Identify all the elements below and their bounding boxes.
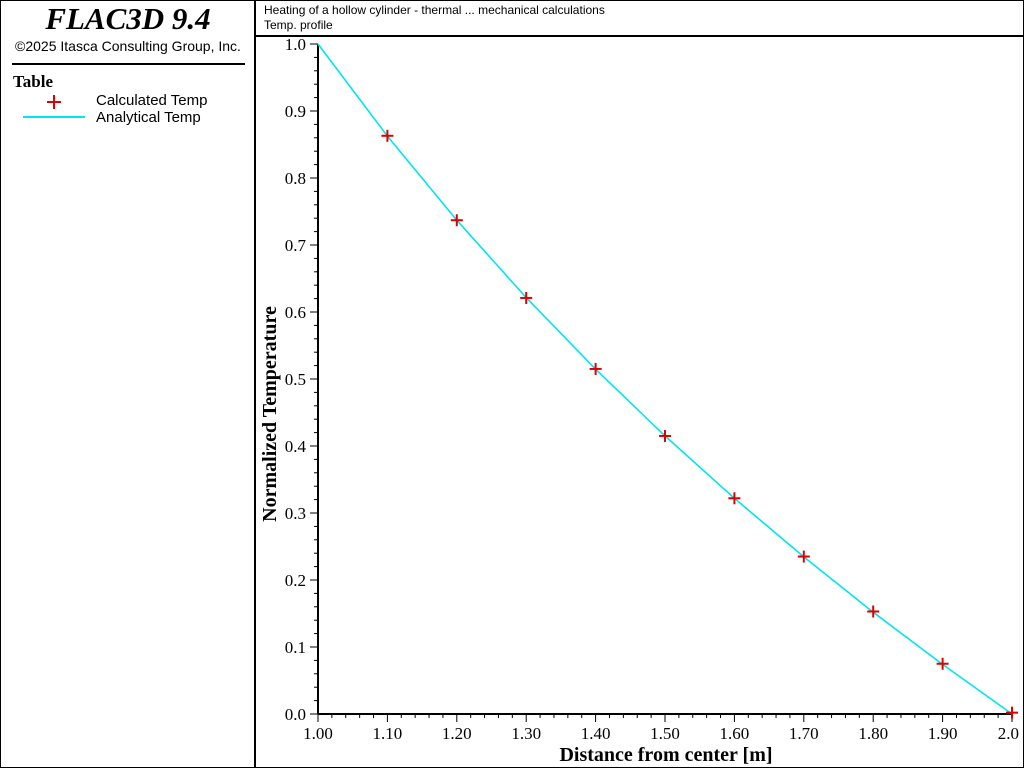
calculated-temp-point <box>589 362 602 375</box>
x-tick-label: 1.30 <box>511 724 541 743</box>
calculated-temp-point <box>867 605 880 618</box>
x-axis-label: Distance from center [m] <box>559 744 772 766</box>
y-tick-label: 0.4 <box>285 437 307 456</box>
legend-panel: FLAC3D 9.4 ©2025 Itasca Consulting Group… <box>0 0 256 768</box>
chart-area: 0.0 0.1 0.2 0.3 0.4 0.5 0.6 0.7 0.8 0.9 1.0 1.00 1.1… <box>259 37 1019 766</box>
line-icon <box>23 116 85 118</box>
plot-subtitle: Temp. profile <box>264 18 333 32</box>
y-tick-label: 0.7 <box>285 236 307 255</box>
x-tick-label: 1.00 <box>303 724 333 743</box>
y-tick-label: 0.0 <box>285 705 306 724</box>
x-tick-label: 1.10 <box>373 724 403 743</box>
x-tick-label: 2.0 <box>998 724 1019 743</box>
calculated-temp-point <box>659 429 671 442</box>
calculated-temp-point <box>520 291 533 304</box>
x-tick-label: 1.60 <box>720 724 750 743</box>
y-tick-label: 0.5 <box>285 370 306 389</box>
plot-title: Heating of a hollow cylinder - thermal .… <box>264 3 605 17</box>
plot-header: Heating of a hollow cylinder - thermal .… <box>256 0 1024 37</box>
x-tick-label: 1.40 <box>581 724 611 743</box>
y-tick-label: 0.8 <box>285 169 306 188</box>
plus-icon <box>47 95 61 109</box>
copyright-text: ©2025 Itasca Consulting Group, Inc. <box>15 38 241 54</box>
x-tick-label: 1.50 <box>650 724 680 743</box>
y-tick-label: 1.0 <box>285 37 306 54</box>
calculated-temp-point <box>450 214 463 227</box>
x-tick-label: 1.70 <box>789 724 819 743</box>
calculated-temp-point <box>381 129 394 142</box>
calculated-temp-point <box>797 550 810 563</box>
calculated-temp-point <box>936 657 949 670</box>
calculated-temp-point <box>728 492 741 505</box>
y-tick-label: 0.1 <box>285 638 306 657</box>
analytical-temp-line <box>317 43 1013 715</box>
x-tick-label: 1.90 <box>928 724 958 743</box>
calculated-temp-point <box>1006 706 1018 719</box>
x-tick-label: 1.20 <box>442 724 472 743</box>
y-tick-label: 0.2 <box>285 571 306 590</box>
y-axis-label: Normalized Temperature <box>259 306 281 522</box>
title-divider <box>12 63 245 65</box>
y-tick-label: 0.9 <box>285 102 306 121</box>
x-tick-label: 1.80 <box>858 724 888 743</box>
legend-item-calculated: Calculated Temp <box>96 92 208 109</box>
legend-title: Table <box>13 72 54 91</box>
app-title: FLAC3D 9.4 <box>45 1 211 36</box>
y-tick-label: 0.6 <box>285 303 306 322</box>
legend-item-analytical: Analytical Temp <box>96 109 201 126</box>
y-tick-label: 0.3 <box>285 504 306 523</box>
